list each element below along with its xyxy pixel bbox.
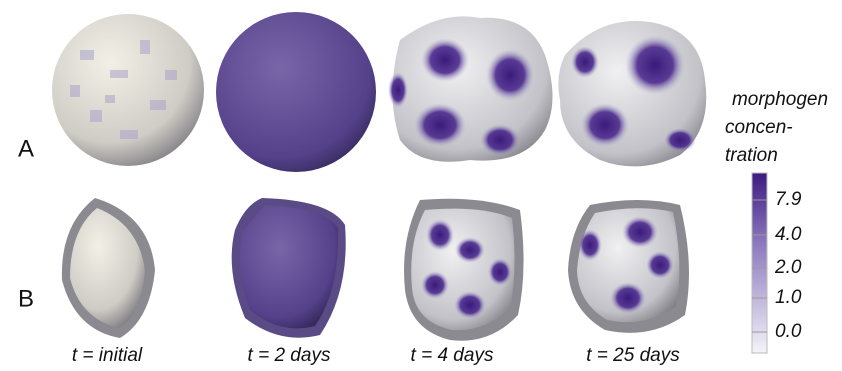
sphere-initial xyxy=(52,14,204,166)
shell-4-days xyxy=(404,199,524,341)
colorbar-tick-label: 1.0 xyxy=(775,287,802,308)
panel-label: B xyxy=(18,285,34,312)
shape-25-days xyxy=(558,21,706,166)
figure: A B t = initial t = 2 days t = 4 days t … xyxy=(0,0,842,371)
colorbar-tick-label: 2.0 xyxy=(774,257,802,278)
time-label: t = initial xyxy=(72,345,143,366)
colorbar-tick-label: 7.9 xyxy=(775,189,802,210)
colorbar-title: tration xyxy=(725,145,778,166)
colorbar-tick-label: 4.0 xyxy=(775,224,802,245)
colorbar-title: concen- xyxy=(725,117,793,138)
time-label: t = 2 days xyxy=(248,345,331,366)
shell-initial xyxy=(62,198,155,338)
shape-4-days xyxy=(388,16,553,161)
shell-2-days xyxy=(232,198,346,338)
time-label: t = 25 days xyxy=(586,345,680,366)
colorbar-tick-label: 0.0 xyxy=(775,321,802,342)
sphere-2-days xyxy=(216,12,376,172)
shell-25-days xyxy=(568,200,689,333)
colorbar-title: morphogen xyxy=(732,89,828,110)
panel-label: A xyxy=(18,135,34,162)
time-label: t = 4 days xyxy=(411,345,494,366)
